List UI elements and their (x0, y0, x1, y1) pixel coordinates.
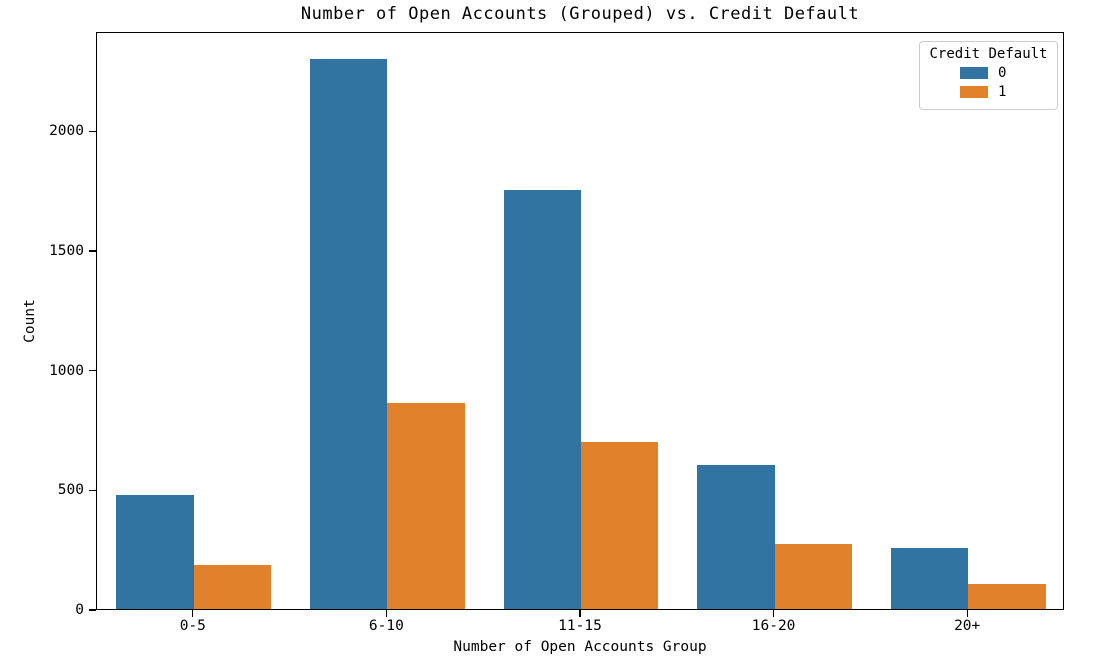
legend-entry-label: 0 (998, 65, 1007, 81)
y-tick-label-0: 0 (75, 602, 84, 618)
bar-series-0-6-10 (310, 58, 388, 609)
y-tick-label-2000: 2000 (49, 123, 84, 140)
chart-title: Number of Open Accounts (Grouped) vs. Cr… (300, 4, 860, 24)
x-tick-mark-6-10 (385, 610, 388, 617)
bar-series-0-16-20 (697, 465, 775, 609)
x-tick-label-16-20: 16-20 (751, 618, 796, 634)
y-tick-label-500: 500 (57, 482, 84, 499)
x-tick-mark-11-15 (579, 610, 581, 617)
bar-series-1-20+ (968, 583, 1046, 609)
y-tick-mark-1500 (89, 250, 96, 252)
legend-swatch-1 (960, 86, 988, 98)
legend-swatch-0 (960, 67, 988, 79)
legend-entry-1: 1 (960, 84, 1051, 100)
bars (97, 33, 1063, 609)
bar-series-1-0-5 (193, 564, 272, 609)
y-tick-mark-0 (89, 609, 96, 611)
y-tick-mark-2000 (89, 130, 96, 133)
x-tick-mark-16-20 (772, 610, 775, 617)
bar-series-1-6-10 (387, 403, 465, 609)
x-tick-mark-0-5 (192, 610, 194, 617)
x-tick-label-0-5: 0-5 (179, 618, 206, 634)
y-tick-mark-1000 (89, 369, 96, 372)
legend-title: Credit Default (929, 46, 1048, 62)
y-tick-label-1000: 1000 (49, 362, 84, 379)
bar-series-1-11-15 (581, 441, 659, 609)
y-axis-label: Count (22, 299, 38, 343)
bar-series-1-16-20 (774, 544, 852, 609)
legend-entry-label: 1 (998, 84, 1007, 100)
bar-series-0-0-5 (116, 495, 194, 609)
x-tick-mark-20+ (966, 610, 968, 617)
y-tick-mark-500 (89, 489, 96, 492)
plot-area (96, 32, 1064, 610)
x-tick-label-20+: 20+ (954, 618, 981, 634)
bar-series-0-11-15 (503, 190, 581, 609)
bar-series-0-20+ (890, 548, 969, 609)
x-tick-label-11-15: 11-15 (558, 618, 602, 634)
legend-entry-0: 0 (960, 65, 1051, 81)
y-tick-label-1500: 1500 (49, 242, 84, 259)
x-axis-label: Number of Open Accounts Group (453, 639, 707, 655)
x-tick-label-6-10: 6-10 (368, 618, 404, 634)
